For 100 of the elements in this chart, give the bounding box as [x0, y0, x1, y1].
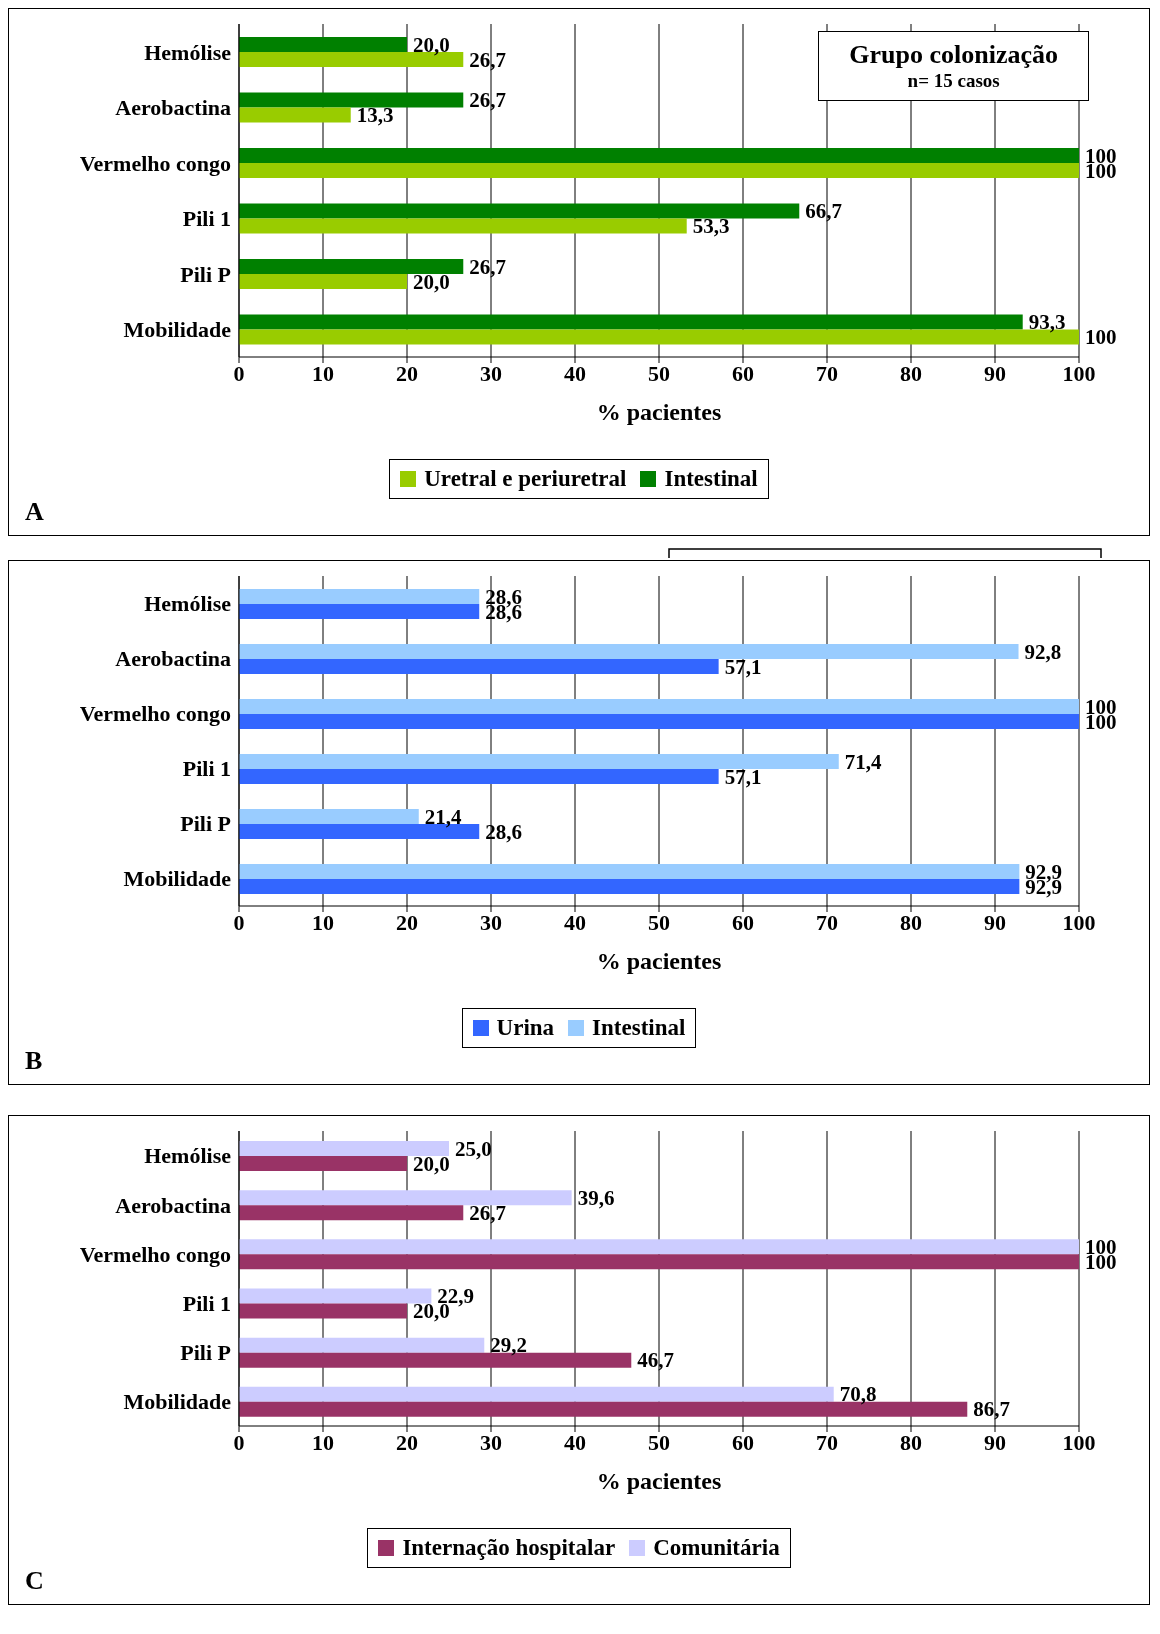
data-label: 26,7: [469, 88, 507, 112]
x-tick-label: 10: [312, 360, 334, 386]
x-tick-label: 100: [1062, 360, 1096, 386]
x-tick-label: 80: [900, 1429, 922, 1455]
legend-label: Urina: [495, 1015, 555, 1041]
annotation: Grupo colonização: [849, 40, 1058, 70]
y-tick-label: Pili P: [180, 261, 231, 287]
y-tick-label: Pili P: [180, 1340, 231, 1366]
data-label: 28,6: [485, 819, 522, 844]
x-tick-label: 90: [984, 909, 1006, 935]
bar: [239, 1303, 407, 1319]
bar: [239, 589, 480, 604]
bar: [239, 203, 800, 219]
bar: [239, 37, 407, 52]
y-tick-label: Vermelho congo: [79, 150, 231, 176]
x-tick-label: 20: [396, 360, 418, 386]
data-label: 29,2: [490, 1333, 528, 1358]
bar: [239, 659, 719, 674]
bar: [239, 809, 419, 824]
bar: [239, 163, 1079, 178]
data-label: 57,1: [724, 764, 762, 789]
data-label: 57,1: [724, 654, 762, 679]
bar: [239, 259, 464, 274]
bar: [239, 314, 1023, 330]
data-label: 20,0: [413, 269, 450, 294]
bar: [239, 879, 1020, 894]
x-tick-label: 30: [480, 360, 502, 386]
x-tick-label: 90: [984, 1429, 1006, 1455]
x-tick-label: 40: [564, 909, 586, 935]
text: B: [25, 1046, 43, 1076]
legend-label: Uretral e periuretral: [423, 466, 627, 492]
bar: [239, 1386, 834, 1402]
x-tick-label: 40: [564, 1429, 586, 1455]
x-tick-label: 50: [648, 1429, 670, 1455]
y-tick-label: Hemólise: [144, 39, 232, 65]
x-tick-label: 20: [396, 909, 418, 935]
bar: [239, 1254, 1079, 1270]
data-label: 66,7: [805, 199, 843, 223]
bar: [239, 92, 464, 108]
y-tick-label: Aerobactina: [115, 1192, 231, 1218]
data-label: 25,0: [455, 1136, 492, 1161]
bar: [239, 1156, 407, 1171]
x-tick-label: 30: [480, 1429, 502, 1455]
text: C: [25, 1566, 44, 1596]
y-tick-label: Pili 1: [182, 1290, 231, 1316]
data-label: 53,3: [692, 214, 730, 238]
bar: [239, 1239, 1079, 1255]
annotation: n= 15 casos: [906, 70, 1001, 92]
x-tick-label: 70: [816, 909, 838, 935]
x-tick-label: 80: [900, 909, 922, 935]
x-tick-label: 40: [564, 360, 586, 386]
x-tick-label: 50: [648, 360, 670, 386]
x-axis-title: % pacientes: [595, 399, 723, 426]
x-tick-label: 80: [900, 360, 922, 386]
bar: [239, 1288, 432, 1304]
x-tick-label: 60: [732, 909, 754, 935]
text: A: [25, 497, 44, 527]
x-tick-label: 100: [1062, 1429, 1096, 1455]
bar: [239, 714, 1079, 729]
x-tick-label: 60: [732, 360, 754, 386]
y-tick-label: Pili 1: [182, 756, 231, 782]
bar: [239, 1141, 449, 1156]
x-tick-label: 70: [816, 360, 838, 386]
bar: [239, 1205, 464, 1221]
x-axis-title: % pacientes: [595, 1468, 723, 1495]
legend-label: Comunitária: [652, 1535, 780, 1561]
bar: [239, 274, 407, 289]
data-label: 92,8: [1024, 639, 1062, 664]
x-tick-label: 100: [1062, 909, 1096, 935]
y-tick-label: Aerobactina: [115, 646, 231, 672]
bar: [239, 864, 1020, 879]
y-tick-label: Vermelho congo: [79, 701, 231, 727]
x-tick-label: 70: [816, 1429, 838, 1455]
x-axis-title: % pacientes: [595, 948, 723, 975]
bar: [239, 699, 1079, 714]
data-label: 71,4: [844, 749, 883, 774]
data-label: 20,0: [413, 32, 450, 57]
y-tick-label: Aerobactina: [115, 95, 231, 121]
data-label: 39,6: [577, 1185, 615, 1210]
bar: [239, 107, 351, 123]
bar: [239, 1190, 572, 1206]
data-label: 70,8: [839, 1382, 877, 1407]
x-tick-label: 50: [648, 909, 670, 935]
x-tick-label: 90: [984, 360, 1006, 386]
bar: [239, 148, 1079, 163]
bar: [239, 754, 839, 769]
y-tick-label: Pili P: [180, 811, 231, 837]
y-tick-label: Vermelho congo: [79, 1241, 231, 1267]
bar: [239, 604, 480, 619]
x-tick-label: 30: [480, 909, 502, 935]
x-tick-label: 20: [396, 1429, 418, 1455]
data-label: 26,7: [469, 254, 507, 279]
legend-label: Internação hospitalar: [401, 1535, 616, 1561]
data-label: 86,7: [973, 1397, 1011, 1422]
y-tick-label: Hemólise: [144, 1143, 232, 1169]
data-label: 100: [1085, 325, 1117, 349]
x-tick-label: 0: [233, 360, 245, 386]
bar: [239, 644, 1019, 659]
data-label: 21,4: [424, 804, 463, 829]
x-tick-label: 0: [233, 909, 245, 935]
